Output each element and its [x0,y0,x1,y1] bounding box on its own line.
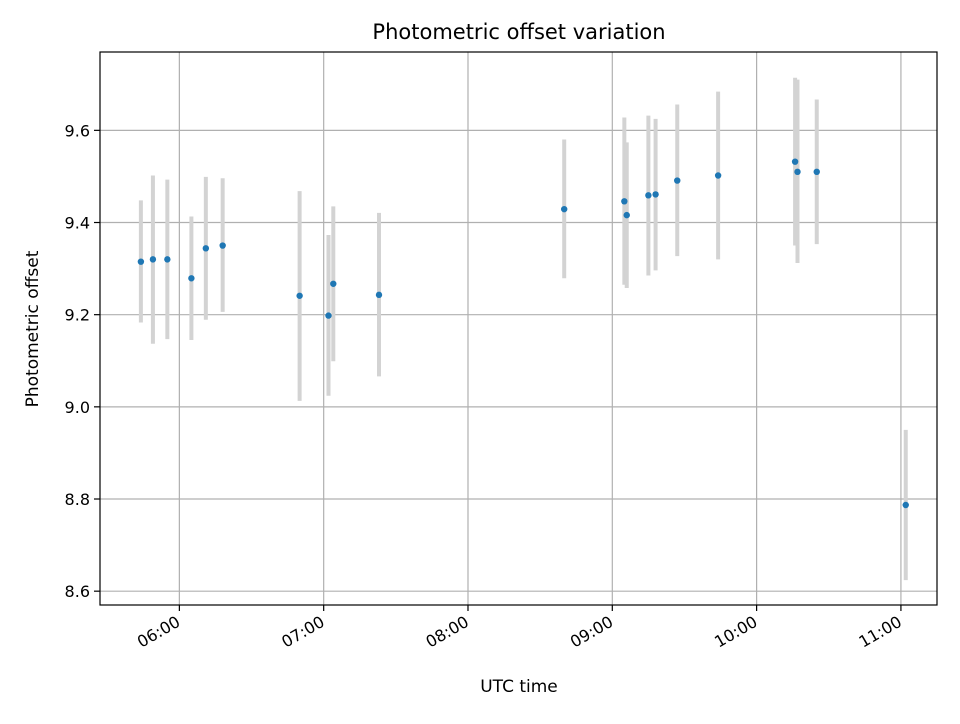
point-layer [137,158,909,509]
data-point [813,168,820,176]
data-point [202,245,210,252]
y-tick-label: 8.6 [65,582,90,601]
data-point [623,211,630,219]
data-point [330,280,337,287]
data-point [621,198,628,205]
chart-title: Photometric offset variation [372,20,665,44]
data-point [137,258,145,265]
y-tick-label: 8.8 [65,490,90,509]
data-point [560,205,568,213]
y-tick-label: 9.4 [65,214,90,233]
axes-frame [99,51,938,606]
data-point [188,275,195,282]
data-point [149,256,157,263]
x-axis-label: UTC time [480,677,558,697]
data-point [296,292,303,299]
data-point [652,191,659,198]
data-point [645,192,652,199]
data-point [325,312,332,319]
y-tick-label: 9.2 [65,306,90,325]
data-point [902,501,909,509]
data-point [791,158,799,165]
data-point [164,256,171,263]
data-point [674,177,681,184]
data-point [375,291,383,299]
data-point [219,242,226,249]
y-axis-label: Photometric offset [23,250,43,407]
y-tick-label: 9.0 [65,398,90,417]
data-point [794,168,801,176]
data-point [714,172,722,179]
y-tick-label: 9.6 [65,121,90,140]
